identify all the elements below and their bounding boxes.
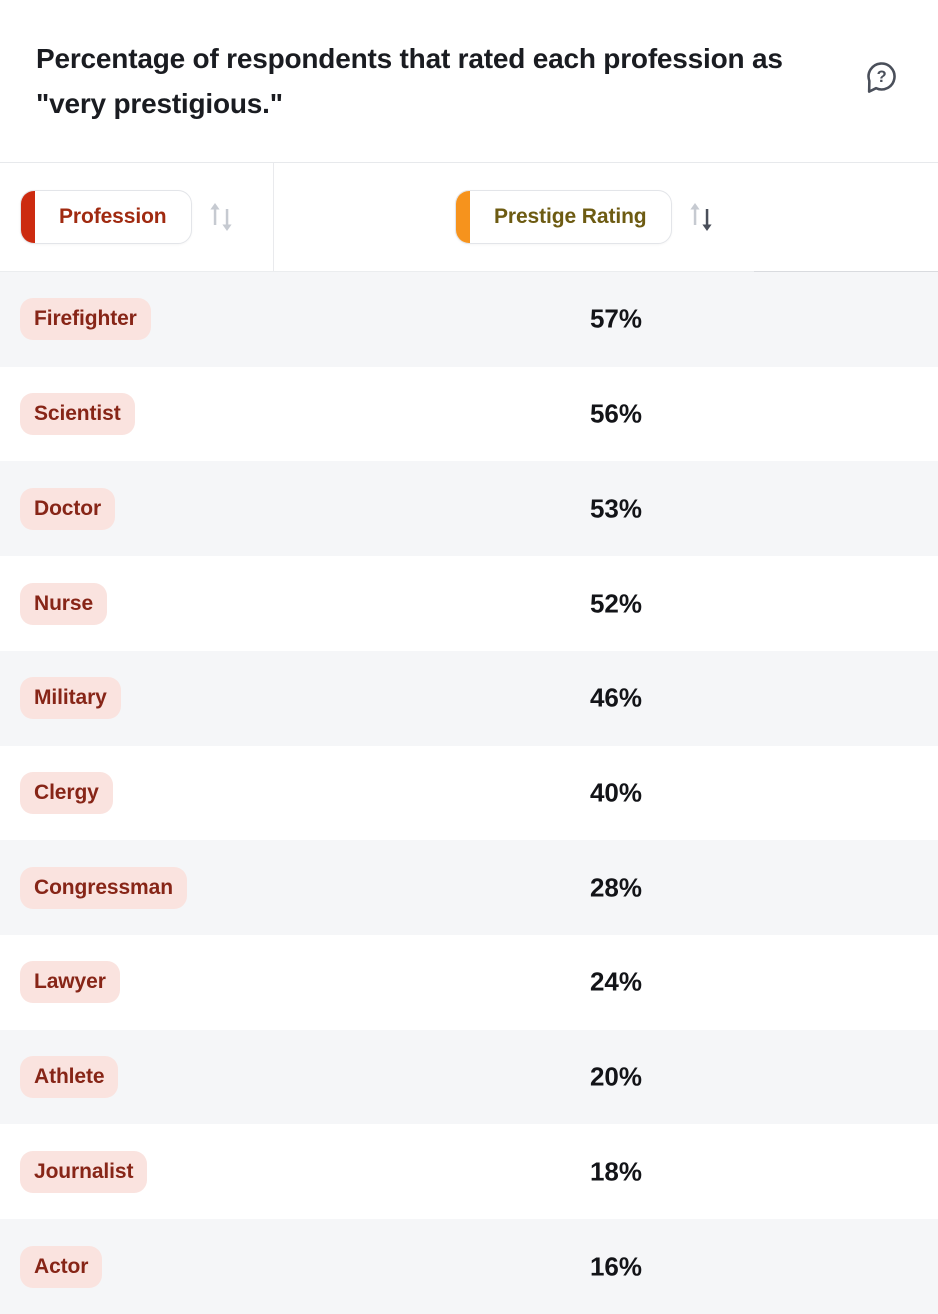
table-row: Actor 16%: [0, 1219, 938, 1314]
profession-badge-label: Scientist: [34, 402, 121, 426]
svg-text:?: ?: [876, 68, 886, 86]
profession-badge-label: Clergy: [34, 780, 99, 804]
profession-badge-label: Actor: [34, 1254, 89, 1278]
sort-icon-rating[interactable]: [688, 199, 714, 235]
table-body: Firefighter 57% Scientist 56% Doctor 53%…: [0, 272, 938, 1314]
profession-badge: Lawyer: [20, 961, 120, 1004]
page-title: Percentage of respondents that rated eac…: [36, 36, 783, 126]
page-title-line-1: Percentage of respondents that rated eac…: [36, 43, 783, 74]
rating-value: 57%: [589, 303, 643, 334]
profession-badge: Congressman: [20, 866, 187, 909]
table-row: Congressman 28%: [0, 840, 938, 936]
profession-badge-label: Nurse: [34, 591, 94, 615]
table-row: Clergy 40%: [0, 745, 938, 841]
profession-badge-label: Firefighter: [34, 307, 137, 331]
table-row: Journalist 18%: [0, 1124, 938, 1220]
profession-accent-bar: [21, 191, 35, 243]
table-row: Scientist 56%: [0, 366, 938, 462]
rating-value: 24%: [589, 966, 643, 997]
sort-icon-profession[interactable]: [208, 199, 234, 235]
rating-value: 46%: [589, 682, 643, 713]
rating-value: 40%: [589, 777, 643, 808]
rating-accent-bar: [456, 191, 470, 243]
column-header-row: Profession Prestige Rating: [0, 162, 938, 273]
rating-value: 28%: [589, 872, 643, 903]
rating-value: 52%: [589, 588, 643, 619]
rating-value: 53%: [589, 493, 643, 524]
table-row: Military 46%: [0, 650, 938, 746]
column-header-prestige-rating[interactable]: Prestige Rating: [455, 190, 672, 244]
profession-badge-label: Congressman: [34, 875, 173, 899]
profession-badge: Actor: [20, 1245, 103, 1288]
column-header-profession-label: Profession: [59, 205, 167, 228]
profession-badge-label: Military: [34, 686, 107, 710]
profession-badge: Firefighter: [20, 298, 151, 341]
profession-badge: Scientist: [20, 393, 135, 436]
profession-badge: Athlete: [20, 1056, 119, 1099]
column-header-cell-profession: Profession: [0, 163, 274, 271]
profession-badge-label: Doctor: [34, 496, 102, 520]
rating-value: 16%: [589, 1251, 643, 1282]
table-row: Doctor 53%: [0, 461, 938, 557]
profession-badge: Doctor: [20, 487, 116, 530]
profession-badge-label: Journalist: [34, 1159, 134, 1183]
rating-value: 18%: [589, 1156, 643, 1187]
profession-badge-label: Lawyer: [34, 970, 106, 994]
column-header-cell-rating: Prestige Rating: [274, 163, 938, 271]
table-row: Firefighter 57%: [0, 272, 938, 367]
profession-badge: Clergy: [20, 771, 113, 814]
page-header: Percentage of respondents that rated eac…: [0, 0, 938, 162]
page-title-line-2: "very prestigious.": [36, 88, 283, 119]
column-header-rating-label: Prestige Rating: [494, 205, 647, 228]
help-button[interactable]: ?: [864, 60, 898, 96]
profession-badge: Nurse: [20, 582, 108, 625]
table-row: Nurse 52%: [0, 556, 938, 651]
rating-value: 56%: [589, 398, 643, 429]
table-row: Athlete 20%: [0, 1029, 938, 1125]
table-row: Lawyer 24%: [0, 935, 938, 1030]
profession-badge: Military: [20, 677, 121, 720]
column-header-profession[interactable]: Profession: [20, 190, 192, 244]
rating-value: 20%: [589, 1061, 643, 1092]
question-bubble-icon: ?: [865, 62, 898, 98]
profession-badge-label: Athlete: [34, 1065, 105, 1089]
profession-badge: Journalist: [20, 1150, 148, 1193]
